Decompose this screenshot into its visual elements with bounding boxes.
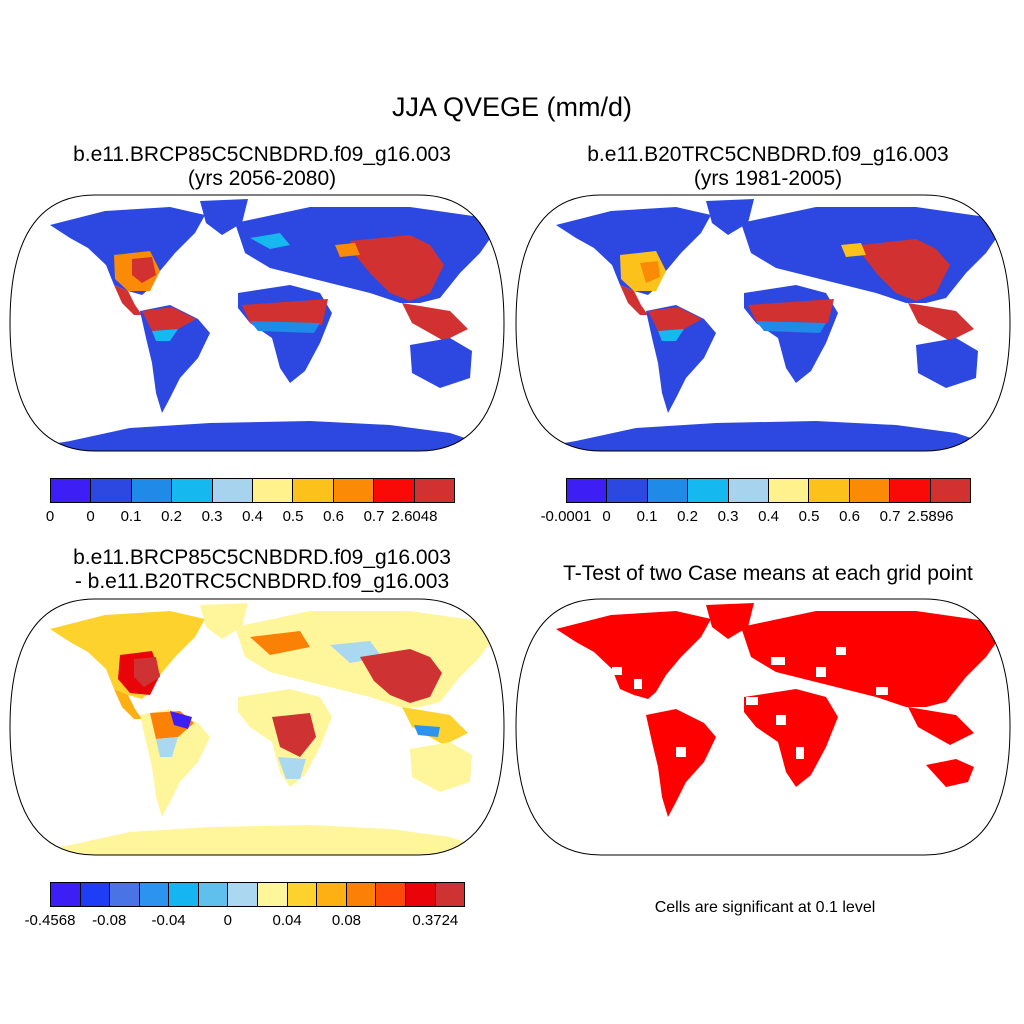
significance-note: Cells are significant at 0.1 level xyxy=(654,899,876,916)
colorbar-1-label: 0.7 xyxy=(363,508,385,525)
map-outline-3 xyxy=(9,598,505,856)
colorbar-3 xyxy=(50,882,465,907)
colorbar-1-swatch xyxy=(374,479,415,502)
colorbar-3-label: 0 xyxy=(223,912,233,929)
colorbar-1-label: 0.1 xyxy=(120,508,142,525)
colorbar-1-label: 0 xyxy=(45,508,55,525)
colorbar-2-swatch xyxy=(567,479,608,502)
colorbar-3-swatch xyxy=(435,883,465,906)
colorbar-2-label: 0.3 xyxy=(717,508,739,525)
colorbar-3-label: 0.04 xyxy=(272,912,302,929)
colorbar-1 xyxy=(50,478,455,503)
map-panel-1 xyxy=(9,194,505,452)
map-panel-2 xyxy=(515,194,1011,452)
significant-cells xyxy=(556,603,1000,817)
panel4-title-line1: T-Test of two Case means at each grid po… xyxy=(563,562,973,585)
colorbar-2-swatch xyxy=(728,479,770,502)
colorbar-1-label: 0.5 xyxy=(282,508,304,525)
colorbar-1-swatch xyxy=(172,479,213,502)
map-outline-2 xyxy=(515,194,1011,452)
colorbar-2-label: 0 xyxy=(602,508,611,525)
colorbar-2-label: 0.4 xyxy=(758,508,779,525)
colorbar-1-swatch xyxy=(414,479,455,502)
colorbar-2-label: 2.5896 xyxy=(907,508,954,525)
colorbar-1-label: 0.2 xyxy=(161,508,182,525)
colorbar-3-swatch xyxy=(198,883,229,906)
colorbar-3-swatch xyxy=(287,883,318,906)
colorbar-3-swatch xyxy=(51,883,81,906)
colorbar-3-label: 0.08 xyxy=(331,912,362,929)
colorbar-2-swatch xyxy=(607,479,648,502)
colorbar-2-swatch xyxy=(809,479,850,502)
colorbar-1-swatch xyxy=(333,479,375,502)
colorbar-3-swatch xyxy=(139,883,170,906)
land-masses-3 xyxy=(10,603,504,855)
colorbar-2-label: 0.5 xyxy=(798,508,820,525)
colorbar-2-swatch xyxy=(849,479,891,502)
colorbar-3-swatch xyxy=(405,883,436,906)
colorbar-1-swatch xyxy=(51,479,92,502)
panel1-title-line1: b.e11.BRCP85C5CNBDRD.f09_g16.003 xyxy=(73,143,451,166)
panel3-title-line1: b.e11.BRCP85C5CNBDRD.f09_g16.003 xyxy=(73,546,451,569)
main-title: JJA QVEGE (mm/d) xyxy=(391,92,633,122)
map-outline-1 xyxy=(9,194,505,452)
colorbar-3-swatch xyxy=(258,883,288,906)
land-masses-1 xyxy=(10,199,504,451)
map-panel-4 xyxy=(515,598,1011,856)
colorbar-2-swatch xyxy=(769,479,810,502)
panel4-title: T-Test of two Case means at each grid po… xyxy=(528,562,1008,586)
colorbar-3-label: -0.08 xyxy=(92,912,127,929)
colorbar-1-label: 0.6 xyxy=(323,508,344,525)
panel3-title: b.e11.BRCP85C5CNBDRD.f09_g16.003 - b.e11… xyxy=(22,546,502,594)
colorbar-3-swatch xyxy=(228,883,259,906)
colorbar-2-swatch xyxy=(890,479,931,502)
panel2-title-line1: b.e11.B20TRC5CNBDRD.f09_g16.003 xyxy=(587,143,949,166)
colorbar-2-swatch xyxy=(647,479,689,502)
colorbar-1-swatch xyxy=(293,479,334,502)
panel1-title-line2: (yrs 2056-2080) xyxy=(187,167,337,190)
map-panel-3 xyxy=(9,598,505,856)
colorbar-3-swatch xyxy=(376,883,406,906)
colorbar-1-label: 2.6048 xyxy=(391,508,438,525)
colorbar-3-swatch xyxy=(169,883,199,906)
colorbar-3-labels: -0.4568 -0.08 -0.04 0 0.04 0.08 0.3724 xyxy=(25,912,465,932)
colorbar-1-swatch xyxy=(91,479,132,502)
colorbar-1-label: 0.3 xyxy=(201,508,223,525)
colorbar-1-labels: 0 0 0.1 0.2 0.3 0.4 0.5 0.6 0.7 2.6048 xyxy=(46,508,455,528)
colorbar-1-swatch xyxy=(131,479,173,502)
colorbar-2 xyxy=(566,478,971,503)
colorbar-3-label: -0.04 xyxy=(151,912,186,929)
panel2-title-line2: (yrs 1981-2005) xyxy=(693,167,843,190)
colorbar-2-label: -0.0001 xyxy=(540,508,592,525)
colorbar-3-swatch xyxy=(317,883,347,906)
panel3-title-line2: - b.e11.B20TRC5CNBDRD.f09_g16.003 xyxy=(74,570,450,593)
panel2-title: b.e11.B20TRC5CNBDRD.f09_g16.003 (yrs 198… xyxy=(528,143,1008,191)
colorbar-3-swatch xyxy=(110,883,140,906)
map-outline-4 xyxy=(515,598,1011,856)
colorbar-1-swatch xyxy=(253,479,294,502)
colorbar-3-swatch xyxy=(80,883,111,906)
panel1-title: b.e11.BRCP85C5CNBDRD.f09_g16.003 (yrs 20… xyxy=(22,143,502,191)
colorbar-2-label: 0.1 xyxy=(636,508,658,525)
colorbar-3-label: 0.3724 xyxy=(412,912,459,929)
colorbar-1-label: 0.4 xyxy=(242,508,263,525)
colorbar-2-swatch xyxy=(930,479,971,502)
non-significant-gaps xyxy=(612,647,888,759)
colorbar-1-label: 0 xyxy=(86,508,95,525)
colorbar-3-label: -0.4568 xyxy=(24,912,76,929)
colorbar-3-swatch xyxy=(346,883,377,906)
colorbar-2-label: 0.6 xyxy=(839,508,860,525)
colorbar-2-labels: -0.0001 0 0.1 0.2 0.3 0.4 0.5 0.6 0.7 2.5896 xyxy=(541,508,971,528)
colorbar-2-label: 0.7 xyxy=(879,508,901,525)
colorbar-2-label: 0.2 xyxy=(677,508,698,525)
land-masses-2 xyxy=(516,199,1010,451)
colorbar-1-swatch xyxy=(212,479,254,502)
colorbar-2-swatch xyxy=(688,479,729,502)
